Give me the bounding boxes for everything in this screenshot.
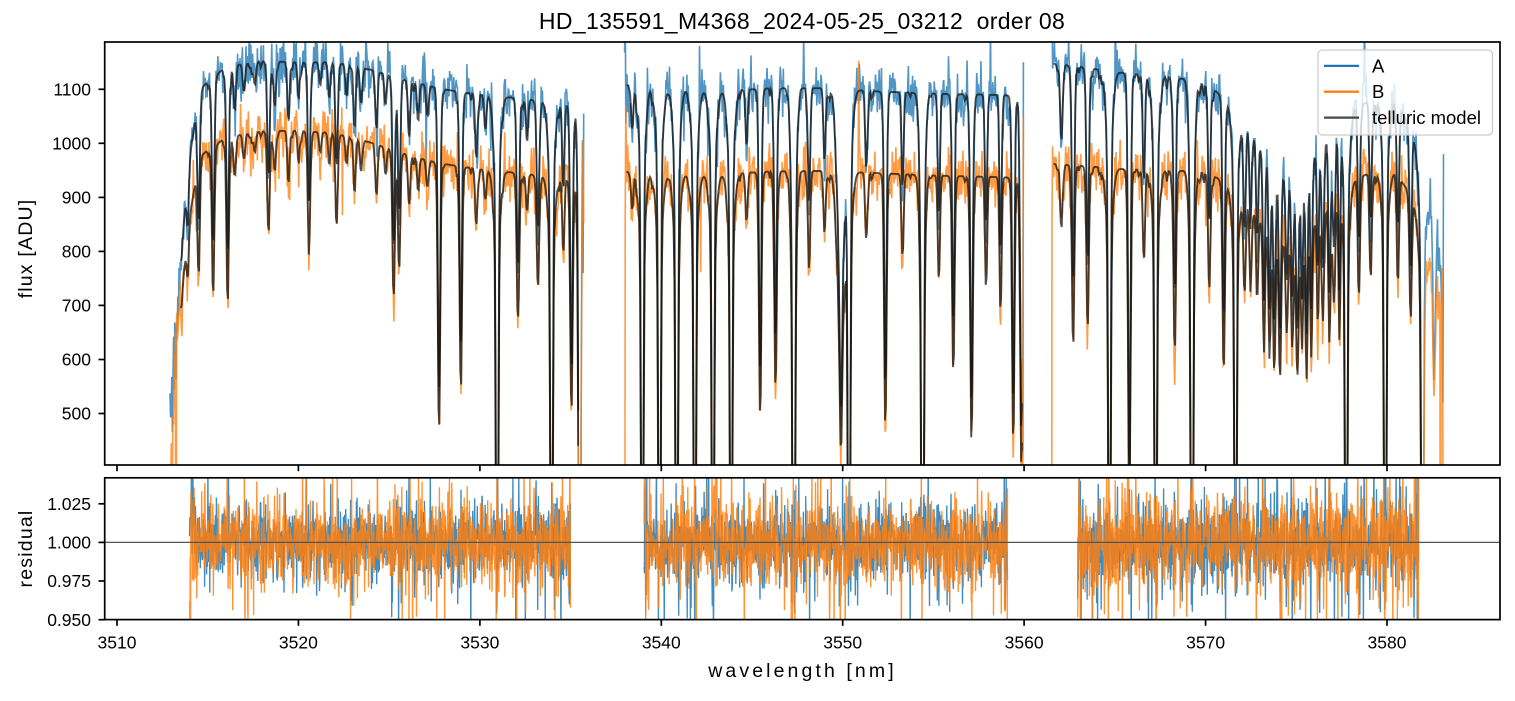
svg-text:HD_135591_M4368_2024-05-25_032: HD_135591_M4368_2024-05-25_03212 order 0… <box>539 8 1065 34</box>
svg-text:0.950: 0.950 <box>47 610 91 630</box>
svg-text:3570: 3570 <box>1186 633 1225 653</box>
svg-text:1100: 1100 <box>53 80 91 100</box>
svg-text:1000: 1000 <box>52 134 91 154</box>
svg-text:3510: 3510 <box>98 633 137 653</box>
svg-text:3520: 3520 <box>279 633 318 653</box>
svg-text:3560: 3560 <box>1005 633 1044 653</box>
svg-text:telluric model: telluric model <box>1372 107 1481 128</box>
svg-text:1.000: 1.000 <box>47 533 91 553</box>
svg-text:B: B <box>1372 81 1384 102</box>
svg-text:3580: 3580 <box>1368 633 1407 653</box>
svg-text:residual: residual <box>15 510 37 588</box>
svg-text:wavelength [nm]: wavelength [nm] <box>707 660 897 682</box>
svg-text:A: A <box>1372 55 1385 76</box>
svg-text:700: 700 <box>62 296 91 316</box>
svg-text:3540: 3540 <box>642 633 681 653</box>
svg-text:1.025: 1.025 <box>47 494 91 514</box>
svg-text:900: 900 <box>62 188 91 208</box>
svg-text:800: 800 <box>62 242 91 262</box>
svg-text:0.975: 0.975 <box>47 571 91 591</box>
svg-text:3530: 3530 <box>460 633 499 653</box>
svg-text:600: 600 <box>62 350 91 370</box>
svg-text:flux [ADU]: flux [ADU] <box>15 199 37 299</box>
svg-text:500: 500 <box>62 404 91 424</box>
svg-text:3550: 3550 <box>823 633 862 653</box>
